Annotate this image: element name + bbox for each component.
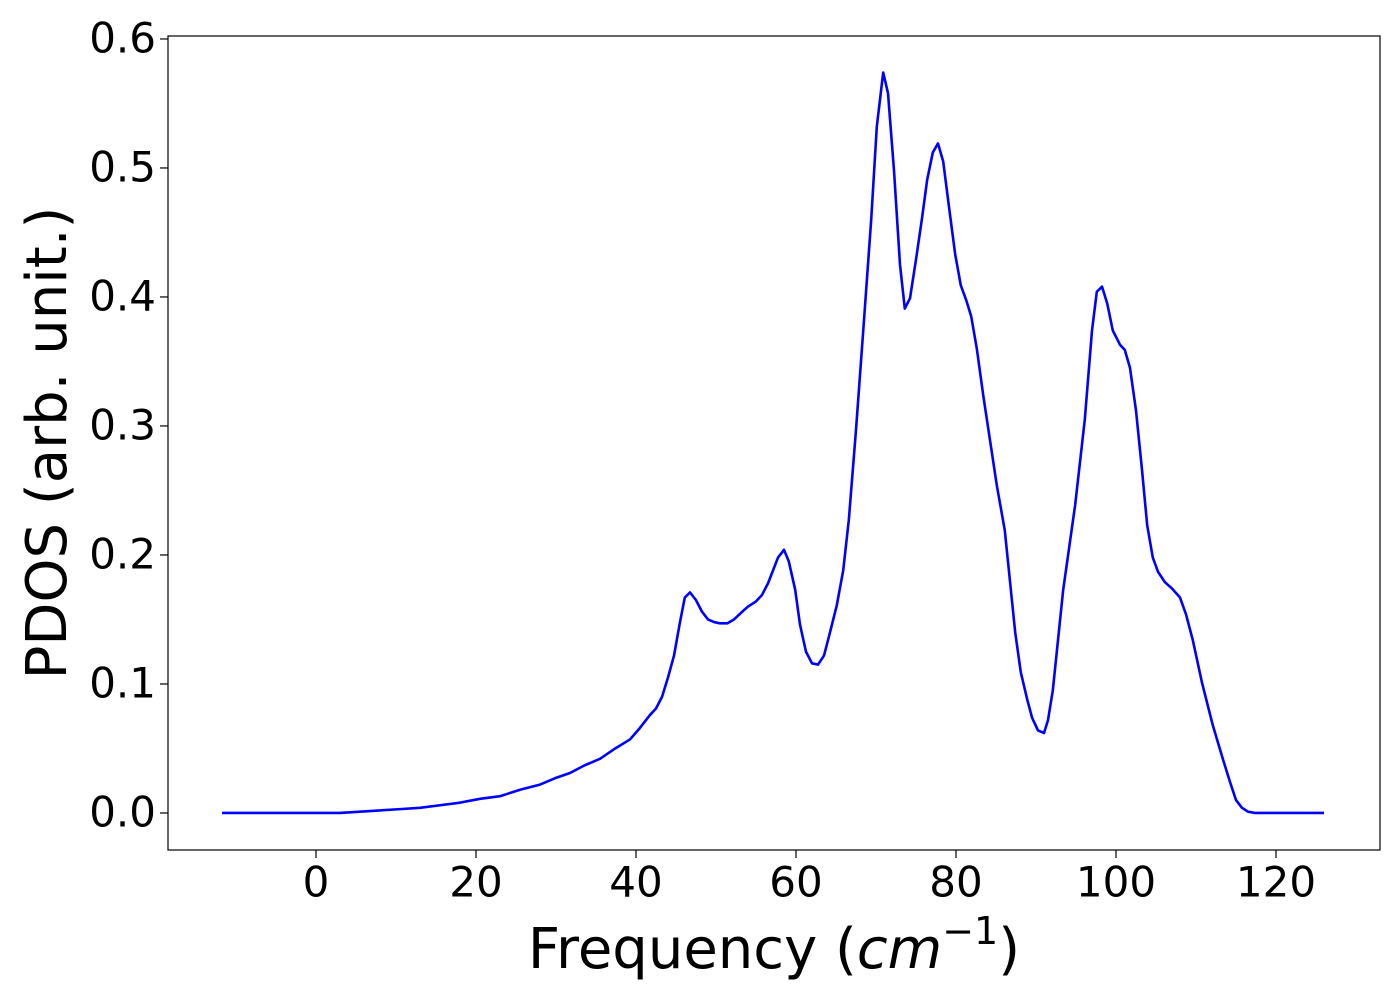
- y-tick-label: 0.1: [89, 658, 156, 707]
- x-tick-label: 80: [929, 858, 982, 907]
- y-tick-label: 0.2: [89, 529, 156, 578]
- line: [222, 71, 1324, 815]
- y-tick-label: 0.3: [89, 400, 156, 449]
- x-axis-label: Frequency (cm−1): [528, 909, 1020, 982]
- x-tick-label: 120: [1236, 858, 1316, 907]
- y-tick-label: 0.0: [89, 787, 156, 836]
- x-label-text: Frequency (: [528, 917, 857, 982]
- x-tick-label: 60: [769, 858, 822, 907]
- x-tick-label: 40: [609, 858, 662, 907]
- x-label-text: ): [998, 917, 1020, 982]
- y-tick-label: 0.6: [89, 13, 156, 62]
- plot-frame: [167, 35, 1381, 851]
- x-label-math: cm: [857, 917, 942, 982]
- y-axis-label: PDOS (arb. unit.): [15, 207, 80, 680]
- x-label-superscript: −1: [942, 909, 998, 953]
- x-tick-label: 20: [449, 858, 502, 907]
- y-tick-label: 0.5: [89, 142, 156, 191]
- y-tick-label: 0.4: [89, 271, 156, 320]
- x-tick-label: 0: [303, 858, 330, 907]
- x-tick-label: 100: [1076, 858, 1156, 907]
